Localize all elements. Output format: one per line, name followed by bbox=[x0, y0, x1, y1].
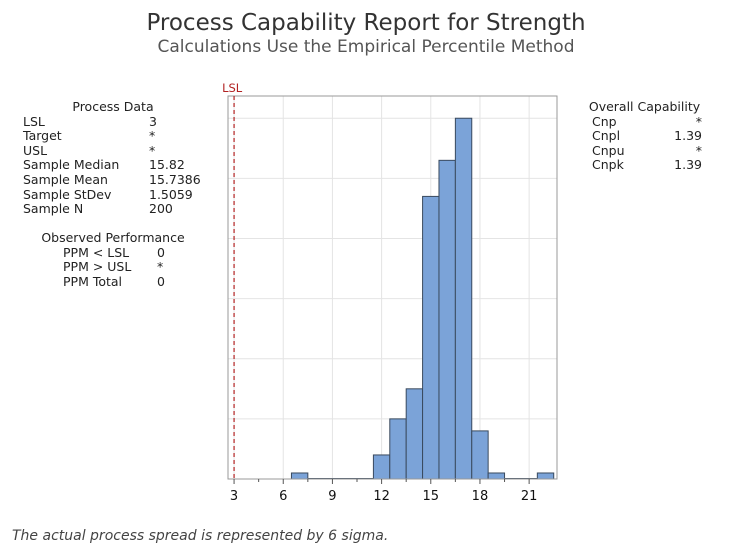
histogram-bar bbox=[536, 472, 555, 480]
panel-row: Sample Mean 15.7386 bbox=[23, 171, 223, 188]
panel-heading: Observed Performance bbox=[41, 230, 185, 245]
process-data-panel: Process Data LSL 3 Target * USL * Sample Median… bbox=[23, 99, 223, 217]
panel-row: Cnp * bbox=[582, 113, 712, 130]
row-value: 3 bbox=[149, 113, 157, 129]
row-label: PPM Total bbox=[63, 273, 123, 289]
row-label: Cnpl bbox=[592, 128, 621, 144]
row-value: 0 bbox=[157, 244, 165, 260]
observed-performance-panel: Observed Performance PPM < LSL 0 PPM > USL *… bbox=[23, 230, 203, 290]
row-label: Sample Median bbox=[23, 157, 120, 173]
histogram-bar bbox=[487, 472, 506, 480]
x-tick-label: 21 bbox=[521, 489, 538, 504]
panel-row: PPM < LSL 0 bbox=[23, 244, 203, 261]
histogram-bar bbox=[389, 418, 407, 480]
panel-row: Cnpu * bbox=[582, 142, 712, 159]
row-value: * bbox=[157, 259, 164, 275]
row-label: Sample Mean bbox=[23, 171, 108, 187]
histogram-bar bbox=[372, 454, 391, 480]
x-tick-label: 3 bbox=[230, 489, 238, 504]
histogram-bar bbox=[290, 472, 309, 480]
row-value: 1.39 bbox=[674, 128, 702, 144]
row-value: 15.7386 bbox=[149, 171, 201, 187]
histogram-bar bbox=[454, 117, 473, 480]
panel-row: PPM > USL * bbox=[23, 260, 203, 275]
row-label: PPM > USL bbox=[63, 259, 132, 275]
x-tick-label: 6 bbox=[279, 489, 287, 504]
row-label: PPM < LSL bbox=[63, 244, 130, 260]
row-value: 0 bbox=[157, 273, 165, 289]
panel-row: Sample StDev 1.5059 bbox=[23, 186, 223, 203]
panel-row: Sample N 200 bbox=[23, 202, 223, 217]
panel-row: Sample Median 15.82 bbox=[23, 158, 223, 173]
row-label: Cnp bbox=[592, 113, 617, 129]
row-value: * bbox=[695, 142, 702, 158]
row-label: LSL bbox=[23, 113, 45, 129]
row-value: 200 bbox=[149, 201, 173, 217]
row-label: Target bbox=[23, 128, 62, 144]
histogram-bar bbox=[438, 159, 456, 480]
row-label: Sample N bbox=[23, 201, 84, 217]
report-title: Process Capability Report for Strength bbox=[146, 10, 586, 36]
plot-frame bbox=[227, 95, 558, 480]
histogram-bar bbox=[422, 195, 440, 480]
row-value: 15.82 bbox=[149, 157, 185, 173]
row-value: 1.39 bbox=[674, 157, 702, 173]
panel-row: USL * bbox=[23, 142, 223, 159]
panel-row: PPM Total 0 bbox=[23, 273, 203, 290]
histogram-bar bbox=[471, 430, 489, 480]
panel-row: Cnpk 1.39 bbox=[582, 158, 712, 173]
panel-row: Cnpl 1.39 bbox=[582, 129, 712, 144]
histogram-bar bbox=[405, 388, 424, 480]
row-label: Cnpu bbox=[592, 142, 625, 158]
lsl-label: LSL bbox=[222, 81, 243, 95]
x-tick-label: 18 bbox=[472, 489, 489, 504]
row-label: USL bbox=[23, 142, 48, 158]
overall-capability-panel: Overall Capability Cnp * Cnpl 1.39 Cnpu * Cnpk 1… bbox=[582, 99, 712, 173]
row-value: * bbox=[695, 113, 702, 129]
x-tick-label: 9 bbox=[328, 489, 336, 504]
report-subtitle: Calculations Use the Empirical Percentil… bbox=[157, 37, 575, 57]
panel-heading: Process Data bbox=[72, 99, 154, 114]
row-value: * bbox=[149, 142, 156, 158]
footnote: The actual process spread is represented… bbox=[12, 528, 389, 544]
row-label: Sample StDev bbox=[23, 186, 112, 202]
panel-row: Target * bbox=[23, 129, 223, 144]
panel-row: LSL 3 bbox=[23, 113, 223, 130]
panel-heading: Overall Capability bbox=[588, 99, 701, 114]
row-label: Cnpk bbox=[592, 157, 624, 173]
x-tick-label: 15 bbox=[423, 489, 440, 504]
row-value: * bbox=[149, 128, 156, 144]
row-value: 1.5059 bbox=[149, 186, 193, 202]
x-tick-label: 12 bbox=[373, 489, 390, 504]
